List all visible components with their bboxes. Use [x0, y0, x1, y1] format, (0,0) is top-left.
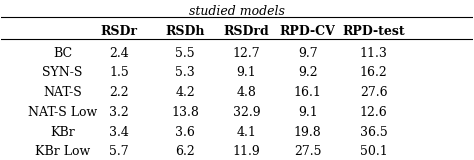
Text: 50.1: 50.1 — [360, 145, 388, 158]
Text: 12.6: 12.6 — [360, 106, 388, 119]
Text: 3.6: 3.6 — [175, 126, 195, 139]
Text: 4.8: 4.8 — [237, 86, 256, 99]
Text: 27.5: 27.5 — [294, 145, 321, 158]
Text: 5.5: 5.5 — [175, 47, 195, 60]
Text: 11.9: 11.9 — [233, 145, 260, 158]
Text: KBr: KBr — [50, 126, 75, 139]
Text: RPD-CV: RPD-CV — [280, 25, 336, 38]
Text: 27.6: 27.6 — [360, 86, 387, 99]
Text: 4.1: 4.1 — [237, 126, 256, 139]
Text: 3.2: 3.2 — [109, 106, 129, 119]
Text: 13.8: 13.8 — [171, 106, 199, 119]
Text: 3.4: 3.4 — [109, 126, 129, 139]
Text: 1.5: 1.5 — [109, 66, 129, 79]
Text: SYN-S: SYN-S — [43, 66, 83, 79]
Text: RPD-test: RPD-test — [342, 25, 405, 38]
Text: RSDr: RSDr — [100, 25, 137, 38]
Text: 9.2: 9.2 — [298, 66, 318, 79]
Text: 9.1: 9.1 — [237, 66, 256, 79]
Text: 9.7: 9.7 — [298, 47, 318, 60]
Text: 2.4: 2.4 — [109, 47, 129, 60]
Text: KBr Low: KBr Low — [35, 145, 90, 158]
Text: 11.3: 11.3 — [360, 47, 388, 60]
Text: studied models: studied models — [189, 5, 285, 18]
Text: RSDrd: RSDrd — [224, 25, 269, 38]
Text: BC: BC — [53, 47, 72, 60]
Text: NAT-S: NAT-S — [43, 86, 82, 99]
Text: 5.7: 5.7 — [109, 145, 129, 158]
Text: 2.2: 2.2 — [109, 86, 129, 99]
Text: 16.2: 16.2 — [360, 66, 388, 79]
Text: 19.8: 19.8 — [294, 126, 321, 139]
Text: 9.1: 9.1 — [298, 106, 318, 119]
Text: 6.2: 6.2 — [175, 145, 195, 158]
Text: 16.1: 16.1 — [294, 86, 322, 99]
Text: 12.7: 12.7 — [233, 47, 260, 60]
Text: 32.9: 32.9 — [233, 106, 260, 119]
Text: 4.2: 4.2 — [175, 86, 195, 99]
Text: NAT-S Low: NAT-S Low — [28, 106, 97, 119]
Text: 36.5: 36.5 — [360, 126, 388, 139]
Text: RSDh: RSDh — [165, 25, 205, 38]
Text: 5.3: 5.3 — [175, 66, 195, 79]
